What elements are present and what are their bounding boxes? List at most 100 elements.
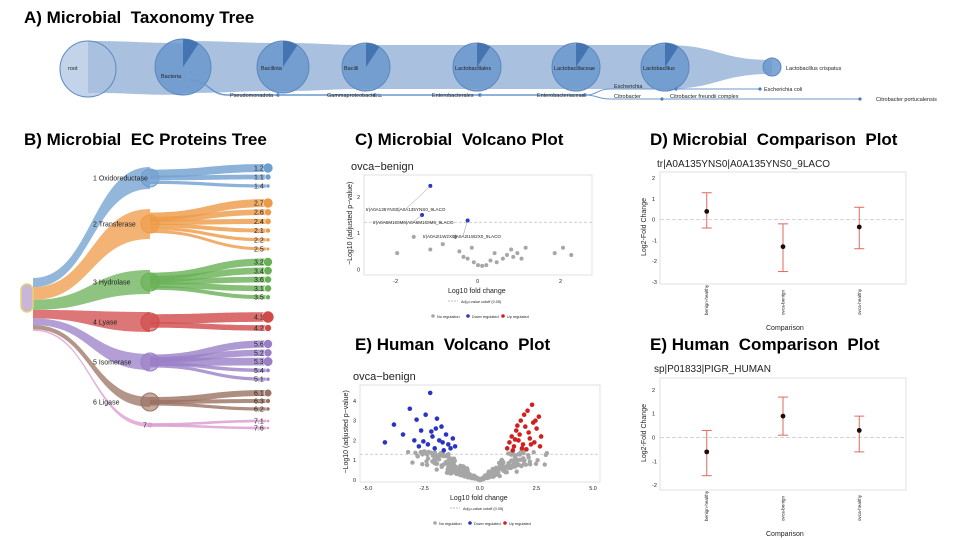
volcano-point	[515, 251, 520, 256]
volcano-point	[454, 465, 460, 471]
panel-e-volcano-title: E) Human Volcano Plot	[355, 335, 551, 354]
ec-child-node	[265, 398, 271, 404]
volcano-point	[527, 459, 533, 464]
taxonomy-leaf-label: Citrobacter portucalensis	[876, 97, 937, 103]
ec-class-link	[33, 209, 150, 300]
comparison-y-tick: 2	[652, 388, 655, 394]
volcano-legend-label: Up regulated	[509, 522, 531, 526]
human-comparison-plot: sp|P01833|PIGR_HUMAN 2 1 0 -1 -2 benign-health…	[641, 364, 907, 538]
ec-class-link	[33, 309, 150, 332]
volcano-point	[448, 446, 453, 451]
comparison-y-tick: -1	[652, 238, 657, 244]
comparison-point	[856, 428, 862, 433]
ec-child-link	[150, 258, 268, 280]
volcano-point	[407, 406, 413, 412]
taxonomy-node-wedge	[477, 43, 491, 67]
ec-class-link	[33, 329, 150, 427]
ec-child-link	[150, 223, 268, 233]
volcano-x-label: Log10 fold change	[448, 288, 506, 295]
ec-child-link	[150, 199, 268, 221]
volcano-point	[508, 465, 514, 471]
volcano-point	[465, 256, 470, 261]
ec-child-node	[264, 284, 272, 293]
volcano-point	[494, 472, 499, 477]
ec-class-link	[33, 167, 150, 288]
ec-child-node	[265, 183, 271, 189]
ec-child-link	[150, 282, 268, 292]
ec-child-link	[150, 399, 268, 404]
volcano-point	[440, 242, 445, 247]
ec-class-link	[33, 325, 150, 407]
volcano-point	[382, 440, 388, 445]
ec-class-node	[140, 272, 160, 292]
ec-class-node	[140, 312, 160, 332]
ec-class-link	[33, 318, 150, 370]
volcano-point	[458, 468, 463, 473]
comparison-x-tick: ovca-benign	[781, 290, 786, 315]
volcano-legend-marker	[503, 521, 507, 525]
ec-class-link	[33, 270, 150, 310]
taxonomy-branch-label: Pseudomonadota	[230, 93, 274, 99]
ec-child-label: 3.5	[254, 295, 264, 302]
ec-child-label: 4.2	[254, 326, 264, 333]
volcano-point	[490, 466, 495, 472]
volcano-point	[472, 474, 477, 479]
volcano-plot-area	[359, 384, 601, 483]
ec-child-link	[150, 424, 268, 430]
volcano-point	[424, 462, 430, 468]
comparison-x-tick: ovca-healthy	[857, 288, 862, 315]
ec-child-node	[263, 339, 273, 349]
volcano-y-tick: 0	[353, 478, 356, 484]
volcano-point	[425, 452, 430, 457]
volcano-point	[450, 436, 456, 441]
ec-class-label: 4 Lyase	[93, 320, 117, 327]
comparison-x-label: Comparison	[766, 325, 804, 332]
ec-child-label: 7.6	[254, 426, 264, 433]
volcano-point	[445, 458, 450, 464]
volcano-legend-marker	[466, 314, 470, 318]
ec-child-node	[263, 348, 273, 358]
comparison-x-tick: benign-healthy	[704, 490, 709, 521]
volcano-y-tick: 1	[353, 458, 356, 464]
volcano-point	[411, 234, 416, 239]
volcano-point	[505, 253, 510, 257]
volcano-point	[431, 453, 436, 458]
comparison-point	[856, 224, 862, 230]
volcano-y-tick: 1	[357, 231, 360, 237]
volcano-point	[414, 417, 419, 422]
ec-child-label: 6.2	[254, 407, 264, 414]
panel-b-title: B) Microbial EC Proteins Tree	[24, 130, 267, 149]
volcano-point	[526, 430, 531, 435]
volcano-point	[476, 263, 480, 268]
taxonomy-leaf-node	[858, 97, 862, 101]
volcano-x-label: Log10 fold change	[450, 495, 508, 502]
ec-child-label: 3.1	[254, 286, 264, 293]
taxonomy-node-wedge	[576, 43, 590, 67]
volcano-point	[497, 473, 502, 479]
volcano-point	[511, 444, 517, 449]
taxonomy-node-wedge	[183, 39, 199, 67]
volcano-x-tick: -2.5	[419, 486, 428, 492]
volcano-point	[428, 247, 433, 252]
ec-child-node	[264, 208, 272, 216]
ec-child-node	[265, 227, 271, 234]
comparison-point	[780, 244, 786, 250]
volcano-point	[512, 437, 518, 442]
volcano-annotation: tr|A0A135YNS0|A0A135YNS0_9LACO	[366, 207, 446, 212]
volcano-point	[471, 260, 476, 265]
volcano-point	[432, 446, 438, 451]
ec-child-node	[261, 310, 275, 324]
ec-child-link	[150, 230, 268, 251]
volcano-point	[513, 428, 519, 433]
comparison-point	[704, 449, 710, 455]
volcano-point	[534, 426, 539, 431]
volcano-point	[486, 474, 491, 479]
comparison-subtitle: tr|A0A135YNS0|A0A135YNS0_9LACO	[657, 159, 830, 170]
ec-class-node	[140, 352, 160, 372]
volcano-point	[450, 458, 455, 463]
ec-child-label: 2.1	[254, 228, 264, 235]
ec-child-node	[264, 324, 272, 332]
volcano-point	[523, 462, 529, 467]
volcano-point	[469, 245, 474, 250]
volcano-point	[434, 467, 439, 472]
